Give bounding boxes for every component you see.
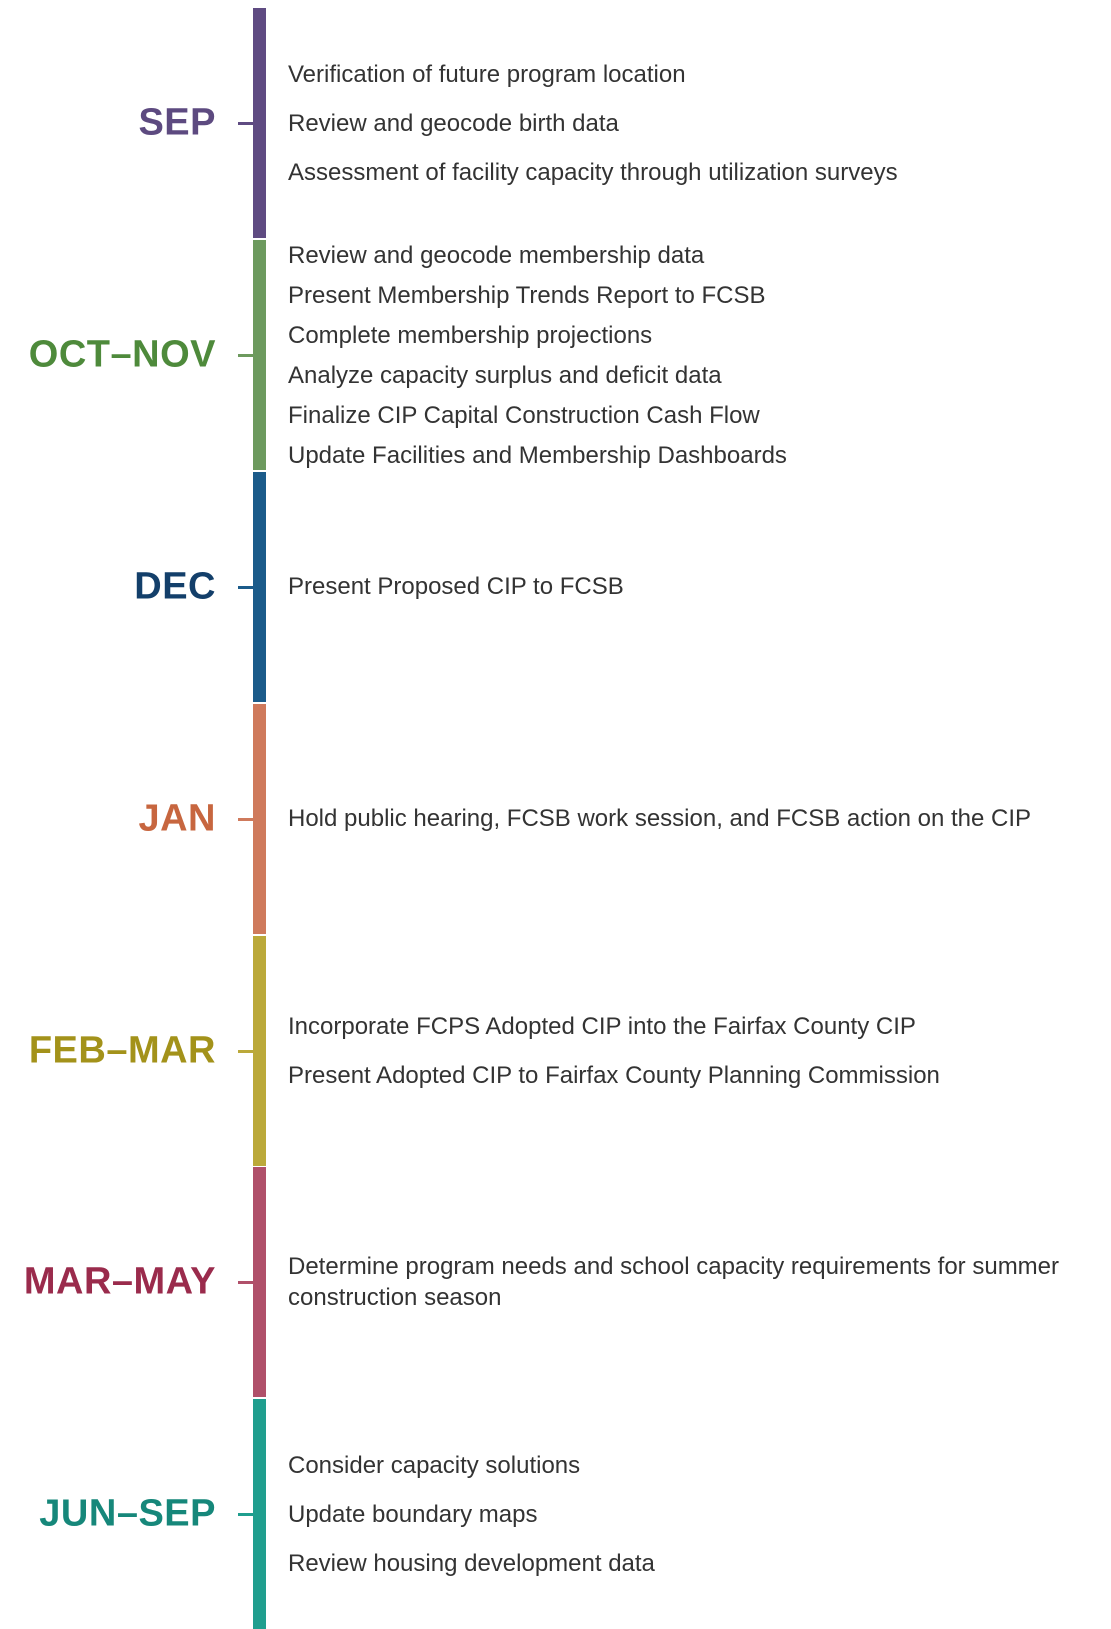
timeline-bar <box>253 1167 266 1398</box>
task: Present Adopted CIP to Fairfax County Pl… <box>288 1061 940 1089</box>
period: FEB–MAR Incorporate FCPS Adopted CIP into… <box>0 935 1111 1166</box>
task: Determine program needs and school capac… <box>288 1253 1060 1312</box>
period: OCT–NOV Review and geocode membership dat… <box>0 240 1111 471</box>
tick <box>238 817 253 821</box>
task: Incorporate FCPS Adopted CIP into the Fa… <box>288 1012 916 1040</box>
items: Incorporate FCPS Adopted CIP into the Fa… <box>288 936 1103 1166</box>
task: Review and geocode birth data <box>288 109 619 137</box>
tick <box>238 585 253 589</box>
period-label: JUN–SEP <box>39 1492 216 1535</box>
timeline-bar <box>253 8 266 239</box>
tick <box>238 354 253 358</box>
period-label: OCT–NOV <box>28 333 216 376</box>
task: Analyze capacity surplus and deficit dat… <box>288 361 722 389</box>
task: Verification of future program location <box>288 60 686 88</box>
task: Update boundary maps <box>288 1500 538 1528</box>
period: JAN Hold public hearing, FCSB work sessio… <box>0 703 1111 934</box>
timeline-bar <box>253 1399 266 1629</box>
period-label: FEB–MAR <box>28 1029 216 1072</box>
items: Present Proposed CIP to FCSB <box>288 472 1103 702</box>
period: SEP Verification of future program locati… <box>0 8 1111 239</box>
items: Consider capacity solutions Update bounda… <box>288 1399 1103 1629</box>
task: Assessment of facility capacity through … <box>288 158 898 186</box>
tick <box>238 1513 253 1517</box>
task: Review housing development data <box>288 1549 655 1577</box>
period-label: SEP <box>138 101 216 144</box>
task: Hold public hearing, FCSB work session, … <box>288 805 1032 833</box>
items: Verification of future program location R… <box>288 8 1103 238</box>
period: DEC Present Proposed CIP to FCSB <box>0 471 1111 702</box>
task: Finalize CIP Capital Construction Cash F… <box>288 401 760 429</box>
timeline-bar <box>253 935 266 1166</box>
tick <box>238 122 253 126</box>
timeline-bar <box>253 471 266 702</box>
task: Present Proposed CIP to FCSB <box>288 573 624 601</box>
timeline-bar <box>253 703 266 934</box>
period: JUN–SEP Consider capacity solutions Update… <box>0 1399 1111 1629</box>
period-label: JAN <box>138 797 216 840</box>
items: Hold public hearing, FCSB work session, … <box>288 704 1103 934</box>
period-label: DEC <box>134 565 216 608</box>
task: Present Membership Trends Report to FCSB <box>288 281 766 309</box>
tick <box>238 1281 253 1285</box>
task: Update Facilities and Membership Dashboa… <box>288 441 787 469</box>
task: Complete membership projections <box>288 321 653 349</box>
items: Review and geocode membership data Presen… <box>288 240 1103 470</box>
task: Review and geocode membership data <box>288 241 705 269</box>
items: Determine program needs and school capac… <box>288 1167 1103 1397</box>
period: MAR–MAY Determine program needs and schoo… <box>0 1167 1111 1398</box>
tick <box>238 1049 253 1053</box>
period-label: MAR–MAY <box>23 1260 216 1303</box>
task: Consider capacity solutions <box>288 1451 581 1479</box>
timeline-bar <box>253 240 266 471</box>
